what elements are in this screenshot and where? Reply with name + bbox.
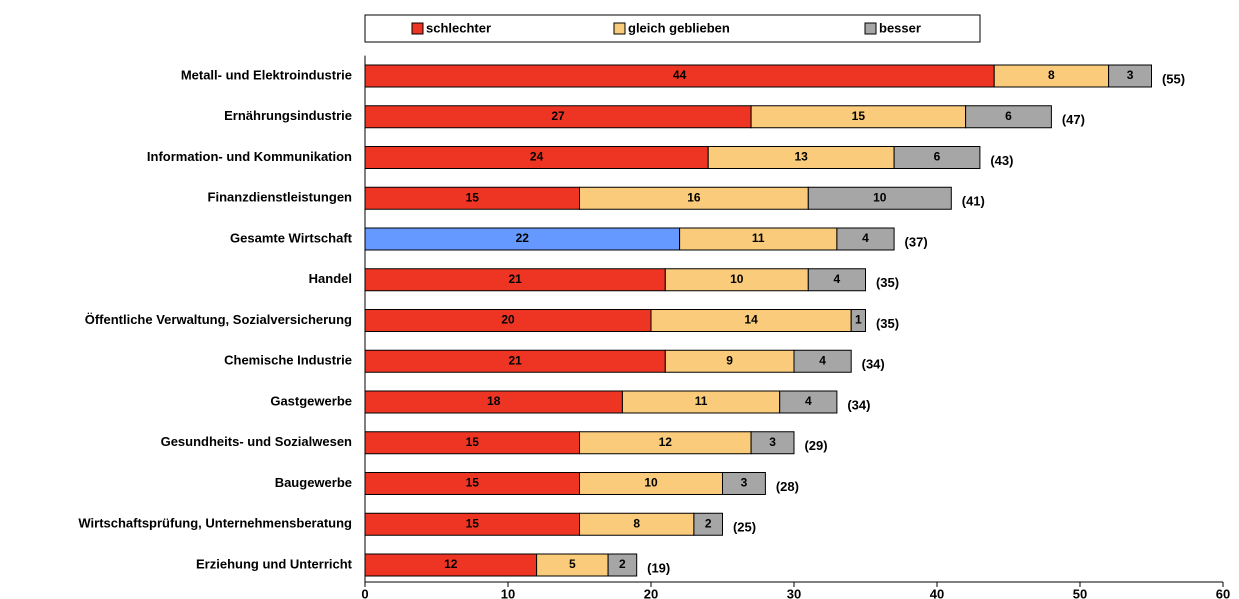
value-label: 10 [644, 476, 658, 490]
value-label: 18 [487, 394, 501, 408]
total-label: (28) [776, 479, 799, 494]
value-label: 12 [444, 557, 458, 571]
bar-segment [693, 512, 724, 536]
y-tick-label: Baugewerbe [275, 475, 352, 490]
total-label: (35) [876, 275, 899, 290]
bar-segment [965, 105, 1052, 129]
value-label: 44 [673, 68, 687, 82]
value-label: 11 [752, 231, 765, 245]
y-tick-label: Handel [309, 271, 352, 286]
value-label: 4 [834, 272, 841, 286]
total-label: (29) [804, 438, 827, 453]
value-label: 9 [726, 353, 733, 367]
value-label: 22 [516, 231, 530, 245]
value-label: 20 [501, 313, 515, 327]
y-tick-label: Gesundheits- und Sozialwesen [161, 434, 352, 449]
value-label: 15 [466, 516, 480, 530]
value-label: 12 [659, 435, 673, 449]
value-label: 15 [466, 435, 480, 449]
x-tick-label: 10 [501, 586, 515, 599]
y-tick-label: Wirtschaftsprüfung, Unternehmensberatung [78, 516, 352, 531]
value-label: 10 [730, 272, 744, 286]
value-label: 15 [466, 476, 480, 490]
value-label: 3 [769, 435, 776, 449]
bar-segment [793, 349, 852, 373]
bar-segment [607, 553, 638, 577]
value-label: 15 [852, 109, 866, 123]
bar-segment [850, 309, 867, 332]
legend-swatch [613, 22, 626, 35]
legend-swatch [864, 22, 877, 35]
y-tick-label: Öffentliche Verwaltung, Sozialversicheru… [85, 312, 352, 327]
value-label: 21 [508, 353, 522, 367]
legend-label: gleich geblieben [628, 20, 730, 35]
y-tick-label: Gesamte Wirtschaft [230, 230, 353, 245]
total-label: (35) [876, 316, 899, 331]
total-label: (43) [990, 153, 1013, 168]
value-label: 4 [819, 353, 826, 367]
bar-segment [1108, 64, 1152, 88]
value-label: 4 [862, 231, 869, 245]
legend-label: besser [879, 20, 921, 35]
value-label: 5 [569, 557, 576, 571]
value-label: 10 [873, 190, 887, 204]
value-label: 2 [705, 516, 712, 530]
x-tick-label: 50 [1073, 586, 1087, 599]
y-tick-label: Ernährungsindustrie [224, 108, 352, 123]
x-tick-label: 20 [644, 586, 658, 599]
x-tick-label: 30 [787, 586, 801, 599]
bar-segment [893, 146, 981, 169]
value-label: 27 [551, 109, 565, 123]
bar-segment [836, 227, 895, 251]
value-label: 3 [1127, 68, 1134, 82]
value-label: 13 [794, 150, 808, 164]
value-label: 6 [934, 150, 941, 164]
value-label: 21 [508, 272, 522, 286]
bar-segment [722, 472, 766, 495]
legend-box [364, 14, 981, 43]
bar-segment [750, 431, 795, 455]
legend-swatch [411, 22, 424, 35]
x-tick-label: 40 [930, 586, 944, 599]
y-tick-label: Chemische Industrie [224, 353, 352, 368]
bar-segment [807, 268, 866, 292]
x-tick-label: 60 [1216, 586, 1230, 599]
total-label: (41) [962, 194, 985, 209]
y-tick-label: Finanzdienstleistungen [208, 190, 353, 205]
total-label: (25) [733, 520, 756, 535]
value-label: 8 [633, 516, 640, 530]
value-label: 6 [1005, 109, 1012, 123]
legend-label: schlechter [426, 20, 491, 35]
value-label: 1 [855, 313, 862, 327]
total-label: (19) [647, 560, 670, 575]
total-label: (37) [905, 234, 928, 249]
x-tick-label: 0 [361, 586, 368, 599]
value-label: 2 [619, 557, 626, 571]
total-label: (34) [847, 397, 870, 412]
value-label: 14 [744, 313, 758, 327]
y-tick-label: Erziehung und Unterricht [196, 556, 353, 571]
bar-segment [779, 390, 838, 414]
y-tick-label: Gastgewerbe [270, 393, 352, 408]
value-label: 3 [741, 476, 748, 490]
total-label: (55) [1162, 71, 1185, 86]
y-tick-label: Metall- und Elektroindustrie [181, 67, 352, 82]
value-label: 11 [695, 394, 708, 408]
value-label: 8 [1048, 68, 1055, 82]
total-label: (34) [862, 357, 885, 372]
value-label: 15 [466, 190, 480, 204]
bar-segment [807, 186, 952, 210]
y-tick-label: Information- und Kommunikation [147, 149, 352, 164]
value-label: 16 [687, 190, 701, 204]
total-label: (47) [1062, 112, 1085, 127]
value-label: 4 [805, 394, 812, 408]
value-label: 24 [530, 150, 544, 164]
